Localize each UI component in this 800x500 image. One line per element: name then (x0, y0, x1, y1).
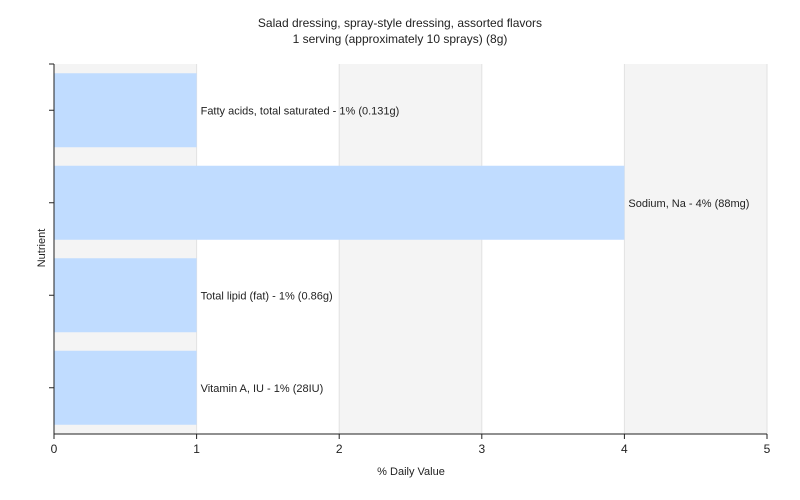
x-tick-label: 5 (764, 442, 771, 456)
chart-title-block: Salad dressing, spray-style dressing, as… (0, 15, 800, 47)
x-tick-label: 3 (478, 442, 485, 456)
plot-band (196, 64, 340, 434)
bar (54, 350, 197, 425)
chart-title: Salad dressing, spray-style dressing, as… (257, 16, 543, 30)
plot-band (624, 64, 767, 434)
bar (54, 73, 197, 148)
plot-band (339, 64, 482, 434)
y-axis-label: Nutrient (36, 228, 48, 268)
bar-label: Sodium, Na - 4% (88mg) (628, 198, 749, 210)
chart-subtitle: 1 serving (approximately 10 sprays) (8g) (292, 32, 508, 46)
x-tick-label: 2 (336, 442, 343, 456)
x-axis-label: % Daily Value (377, 466, 445, 478)
bar-label: Vitamin A, IU - 1% (28IU) (201, 383, 324, 395)
bar-label: Total lipid (fat) - 1% (0.86g) (201, 290, 333, 302)
x-tick-label: 1 (193, 442, 200, 456)
bar (54, 165, 625, 240)
x-tick-label: 4 (621, 442, 628, 456)
x-tick-label: 0 (51, 442, 58, 456)
bar-label: Fatty acids, total saturated - 1% (0.131… (201, 105, 400, 117)
bar (54, 258, 197, 333)
plot-band (481, 64, 625, 434)
